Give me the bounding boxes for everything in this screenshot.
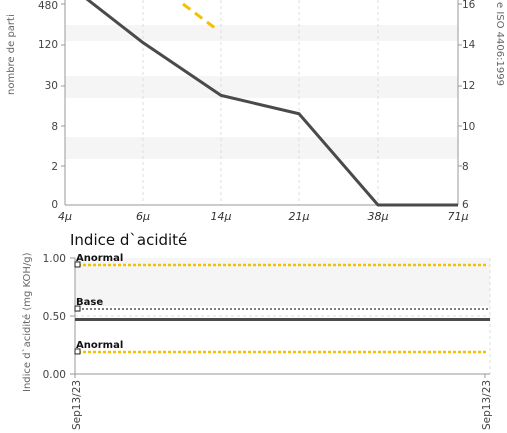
acid-band [75, 258, 490, 306]
particle-y2-ticks: 16 14 12 10 8 6 [458, 0, 476, 211]
y2-tick-label: 14 [462, 39, 476, 51]
acid-y-tick: 0.50 [43, 311, 66, 323]
y2-tick-label: 16 [462, 0, 476, 11]
x-tick-label: 21µ [289, 210, 310, 223]
particle-chart: 480 120 30 8 2 0 16 14 12 10 8 6 [6, 0, 505, 223]
y2-axis-title: e ISO 4406:1999 [494, 2, 505, 86]
y-tick-label: 8 [51, 121, 58, 133]
y-tick-label: 0 [51, 199, 58, 211]
threshold-marker [74, 305, 81, 312]
particle-gridlines [142, 0, 379, 205]
acid-thresholds: Anormal Base Anormal [74, 253, 488, 355]
threshold-marker [74, 348, 81, 355]
y-tick-label: 120 [38, 39, 58, 51]
particle-bands [65, 25, 458, 159]
x-tick-label: 14µ [211, 210, 232, 223]
acid-gridlines [75, 258, 491, 374]
acid-chart-title: Indice d`acidité [70, 231, 187, 249]
particle-overlay-series [182, 2, 220, 33]
y2-tick-label: 12 [462, 80, 475, 92]
series-line [85, 0, 458, 207]
threshold-marker [74, 261, 81, 268]
acid-axes [70, 257, 490, 378]
y-tick-label: 30 [45, 80, 58, 92]
threshold-label: Anormal [76, 340, 123, 351]
x-tick-label: 71µ [448, 210, 469, 223]
y-tick-label: 2 [51, 161, 58, 173]
particle-x-ticks: 4µ 6µ 14µ 21µ 38µ 71µ [58, 210, 469, 223]
y-axis-title: nombre de parti [6, 14, 17, 95]
x-tick-label: 6µ [136, 210, 150, 223]
acid-y-tick: 1.00 [43, 253, 66, 265]
threshold-label: Base [76, 297, 103, 308]
y2-tick-label: 10 [462, 121, 475, 133]
y2-tick-label: 8 [462, 161, 469, 173]
acid-x-tick: Sep13/23 [71, 380, 83, 430]
acid-chart: Indice d`acidité 1.00 0.50 0.00 Indice d… [21, 231, 493, 430]
acid-y-tick: 0.00 [43, 369, 66, 381]
particle-series [85, 0, 458, 207]
x-tick-label: 38µ [368, 210, 389, 223]
x-tick-label: 4µ [58, 210, 72, 223]
particle-y-ticks: 480 120 30 8 2 0 [38, 0, 65, 211]
acid-y-axis-title: Indice d`acidité (mg KOH/g) [21, 252, 33, 392]
y-tick-label: 480 [38, 0, 58, 12]
acid-x-tick: Sep13/23 [481, 380, 493, 430]
threshold-label: Anormal [76, 253, 123, 264]
overlay-segment [182, 2, 220, 33]
y2-tick-label: 6 [462, 199, 469, 211]
